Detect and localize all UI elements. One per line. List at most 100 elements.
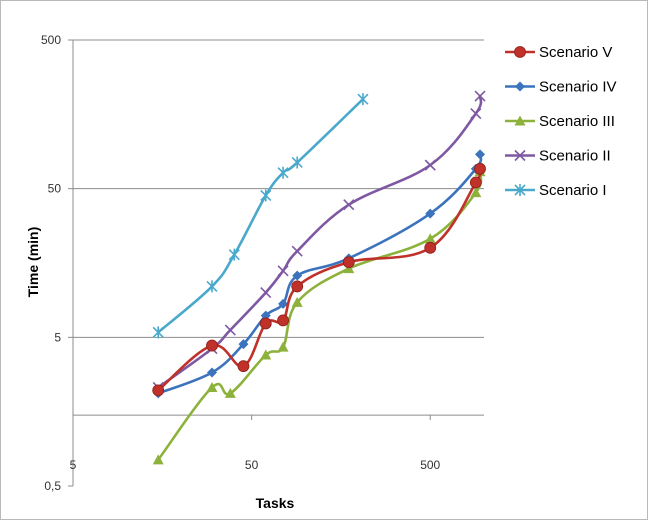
legend-label: Scenario III	[539, 113, 615, 130]
marker-shape	[469, 176, 482, 189]
data-point	[238, 339, 249, 350]
marker-shape	[514, 149, 526, 162]
data-point	[224, 324, 236, 336]
marker-shape	[237, 360, 250, 373]
marker-shape	[291, 296, 303, 307]
data-point	[474, 162, 486, 175]
marker-shape	[224, 324, 236, 336]
marker-shape	[291, 280, 304, 293]
data-point	[357, 93, 369, 106]
y-tick-label: 500	[41, 33, 61, 47]
data-point	[475, 149, 486, 160]
legend-label: Scenario IV	[539, 79, 617, 96]
data-point	[342, 256, 355, 269]
legend-marker	[514, 115, 526, 126]
marker-shape	[515, 81, 525, 92]
marker-shape	[292, 270, 303, 281]
marker-shape	[206, 381, 218, 392]
data-point	[260, 349, 272, 360]
data-point	[474, 90, 486, 102]
marker-shape	[260, 287, 272, 299]
tick-labels: 0,5 5 50 500 5 50 500	[41, 33, 441, 493]
series-line	[157, 168, 483, 392]
data-point	[152, 384, 165, 397]
legend-item-scenario-iii: Scenario III	[505, 113, 615, 130]
data-point	[277, 265, 289, 277]
data-point	[152, 454, 164, 465]
legend-marker	[515, 81, 525, 92]
marker-shape	[260, 189, 272, 202]
data-point	[291, 280, 304, 293]
data-point	[206, 339, 218, 352]
marker-shape	[277, 166, 289, 179]
marker-shape	[152, 384, 165, 397]
series-line	[157, 95, 483, 389]
marker-shape	[342, 256, 355, 269]
data-point	[291, 156, 303, 169]
series-scenario-i	[152, 93, 369, 339]
marker-shape	[206, 280, 218, 293]
marker-shape	[206, 339, 218, 352]
data-point	[260, 189, 272, 202]
data-point	[237, 360, 250, 373]
marker-shape	[424, 233, 436, 244]
legend-item-scenario-i: Scenario I	[505, 182, 607, 199]
data-point	[152, 326, 164, 339]
marker-shape	[238, 339, 249, 350]
marker-shape	[474, 90, 486, 102]
data-point	[470, 187, 482, 198]
marker-shape	[514, 184, 526, 196]
data-point	[425, 208, 436, 219]
data-point	[277, 166, 289, 179]
marker-shape	[470, 108, 482, 120]
x-axis-title: Tasks	[256, 495, 295, 511]
axes	[68, 39, 484, 487]
data-point	[228, 248, 240, 261]
y-tick-label: 5	[54, 330, 61, 344]
marker-shape	[470, 187, 482, 198]
marker-shape	[343, 199, 355, 211]
data-point	[206, 381, 218, 392]
marker-shape	[514, 46, 526, 58]
gridlines	[73, 39, 484, 338]
data-point	[292, 270, 303, 281]
marker-shape	[152, 326, 164, 339]
data-point	[469, 176, 482, 189]
x-tick-label: 50	[245, 458, 259, 472]
legend-label: Scenario V	[539, 44, 612, 61]
data-point	[206, 280, 218, 293]
data-point	[343, 199, 355, 211]
y-tick-label: 50	[48, 182, 62, 196]
marker-shape	[277, 314, 289, 327]
marker-shape	[425, 208, 436, 219]
marker-shape	[228, 248, 240, 261]
data-point	[470, 108, 482, 120]
marker-shape	[291, 245, 303, 257]
data-point	[259, 317, 272, 330]
data-point	[260, 287, 272, 299]
data-point	[277, 341, 289, 352]
x-tick-label: 5	[70, 458, 77, 472]
data-point	[206, 367, 217, 378]
marker-shape	[357, 93, 369, 106]
data-point	[224, 387, 236, 398]
marker-shape	[260, 349, 272, 360]
marker-shape	[224, 387, 236, 398]
data-point	[278, 298, 289, 309]
legend-label: Scenario II	[539, 148, 611, 165]
marker-shape	[259, 317, 272, 330]
legend-item-scenario-ii: Scenario II	[505, 148, 611, 165]
y-axis-title: Time (min)	[25, 227, 41, 298]
marker-shape	[424, 241, 437, 254]
marker-shape	[152, 454, 164, 465]
series-layer	[152, 90, 486, 465]
marker-shape	[514, 115, 526, 126]
legend-marker	[514, 149, 526, 162]
marker-shape	[474, 162, 486, 175]
x-tick-label: 500	[420, 458, 440, 472]
series-scenario-v	[152, 162, 486, 397]
marker-shape	[277, 341, 289, 352]
data-point	[424, 241, 437, 254]
